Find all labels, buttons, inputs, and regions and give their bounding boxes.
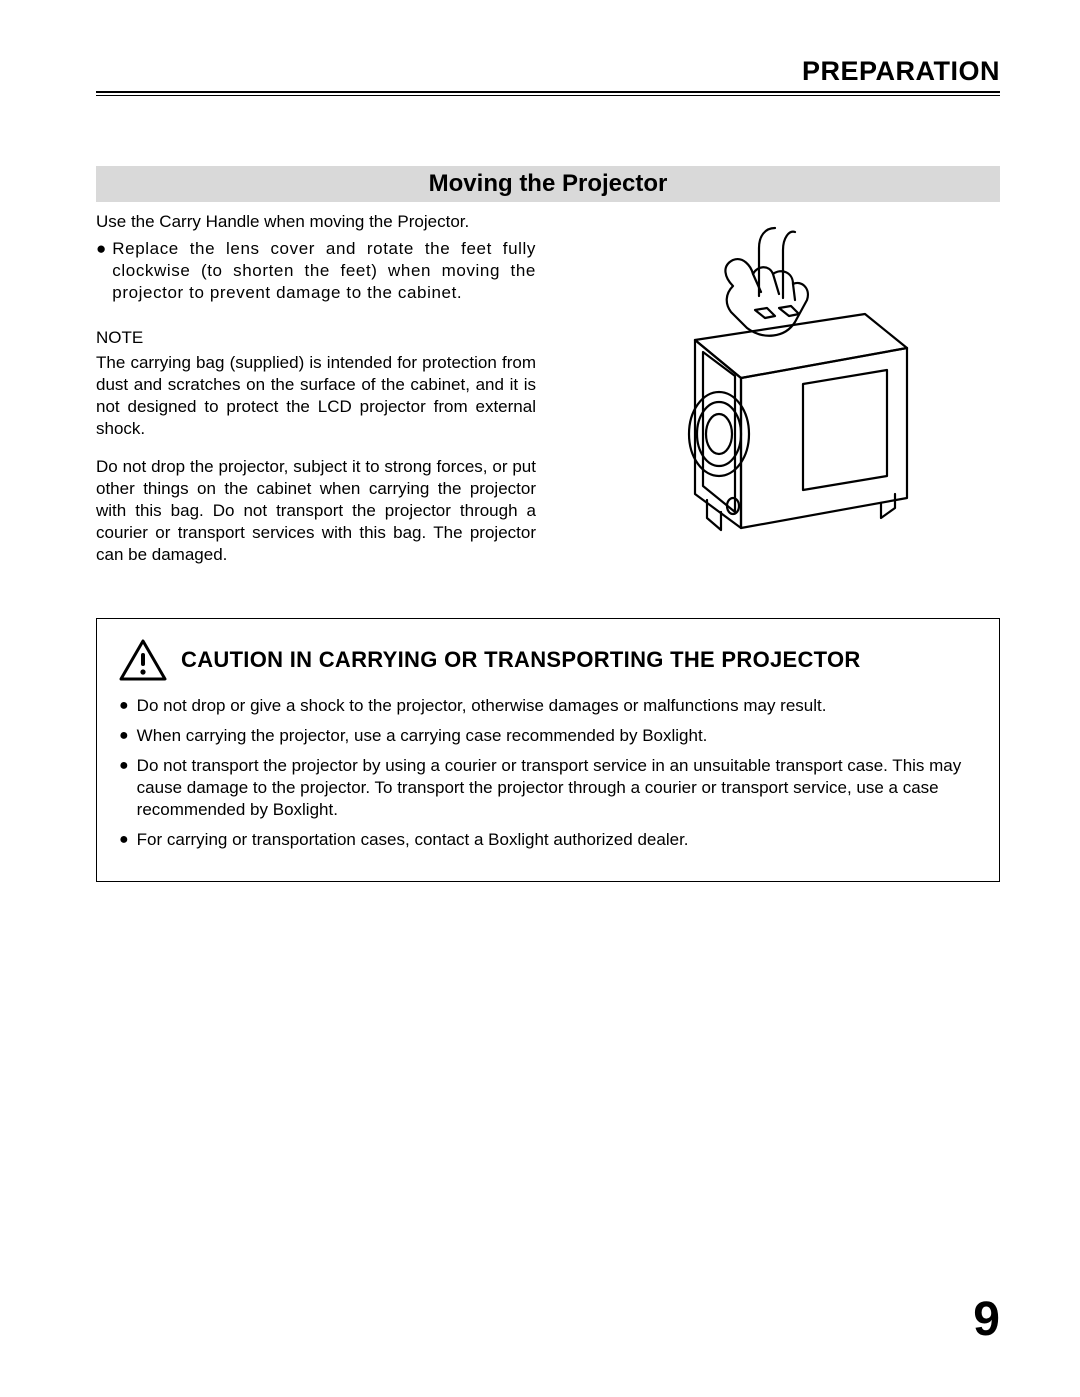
- caution-item: ● Do not transport the projector by usin…: [119, 755, 977, 821]
- caution-item: ● For carrying or transportation cases, …: [119, 829, 977, 851]
- section-title: Moving the Projector: [96, 166, 1000, 202]
- caution-text: For carrying or transportation cases, co…: [137, 829, 977, 851]
- bullet-text: Replace the lens cover and rotate the fe…: [112, 238, 536, 304]
- caution-item: ● When carrying the projector, use a car…: [119, 725, 977, 747]
- bullet-dot-icon: ●: [119, 755, 129, 777]
- bullet-dot-icon: ●: [119, 829, 129, 851]
- header-rule-thin: [96, 95, 1000, 96]
- caution-header: CAUTION IN CARRYING OR TRANSPORTING THE …: [119, 639, 977, 681]
- right-column: [560, 212, 1000, 582]
- note-paragraph-2: Do not drop the projector, subject it to…: [96, 456, 536, 566]
- bullet-dot-icon: ●: [96, 238, 106, 260]
- header-title: PREPARATION: [96, 56, 1000, 87]
- bullet-dot-icon: ●: [119, 695, 129, 717]
- caution-list: ● Do not drop or give a shock to the pro…: [119, 695, 977, 851]
- warning-icon: [119, 639, 167, 681]
- two-column-layout: Use the Carry Handle when moving the Pro…: [96, 212, 1000, 582]
- bullet-item: ● Replace the lens cover and rotate the …: [96, 238, 536, 304]
- note-paragraph-1: The carrying bag (supplied) is intended …: [96, 352, 536, 440]
- projector-illustration: [625, 218, 935, 538]
- caution-text: Do not transport the projector by using …: [137, 755, 977, 821]
- header-rule-thick: [96, 91, 1000, 93]
- caution-item: ● Do not drop or give a shock to the pro…: [119, 695, 977, 717]
- page-number: 9: [973, 1292, 1000, 1347]
- caution-text: When carrying the projector, use a carry…: [137, 725, 977, 747]
- caution-text: Do not drop or give a shock to the proje…: [137, 695, 977, 717]
- intro-text: Use the Carry Handle when moving the Pro…: [96, 212, 536, 232]
- note-label: NOTE: [96, 328, 536, 348]
- left-column: Use the Carry Handle when moving the Pro…: [96, 212, 536, 582]
- bullet-dot-icon: ●: [119, 725, 129, 747]
- caution-title: CAUTION IN CARRYING OR TRANSPORTING THE …: [181, 647, 861, 673]
- caution-box: CAUTION IN CARRYING OR TRANSPORTING THE …: [96, 618, 1000, 882]
